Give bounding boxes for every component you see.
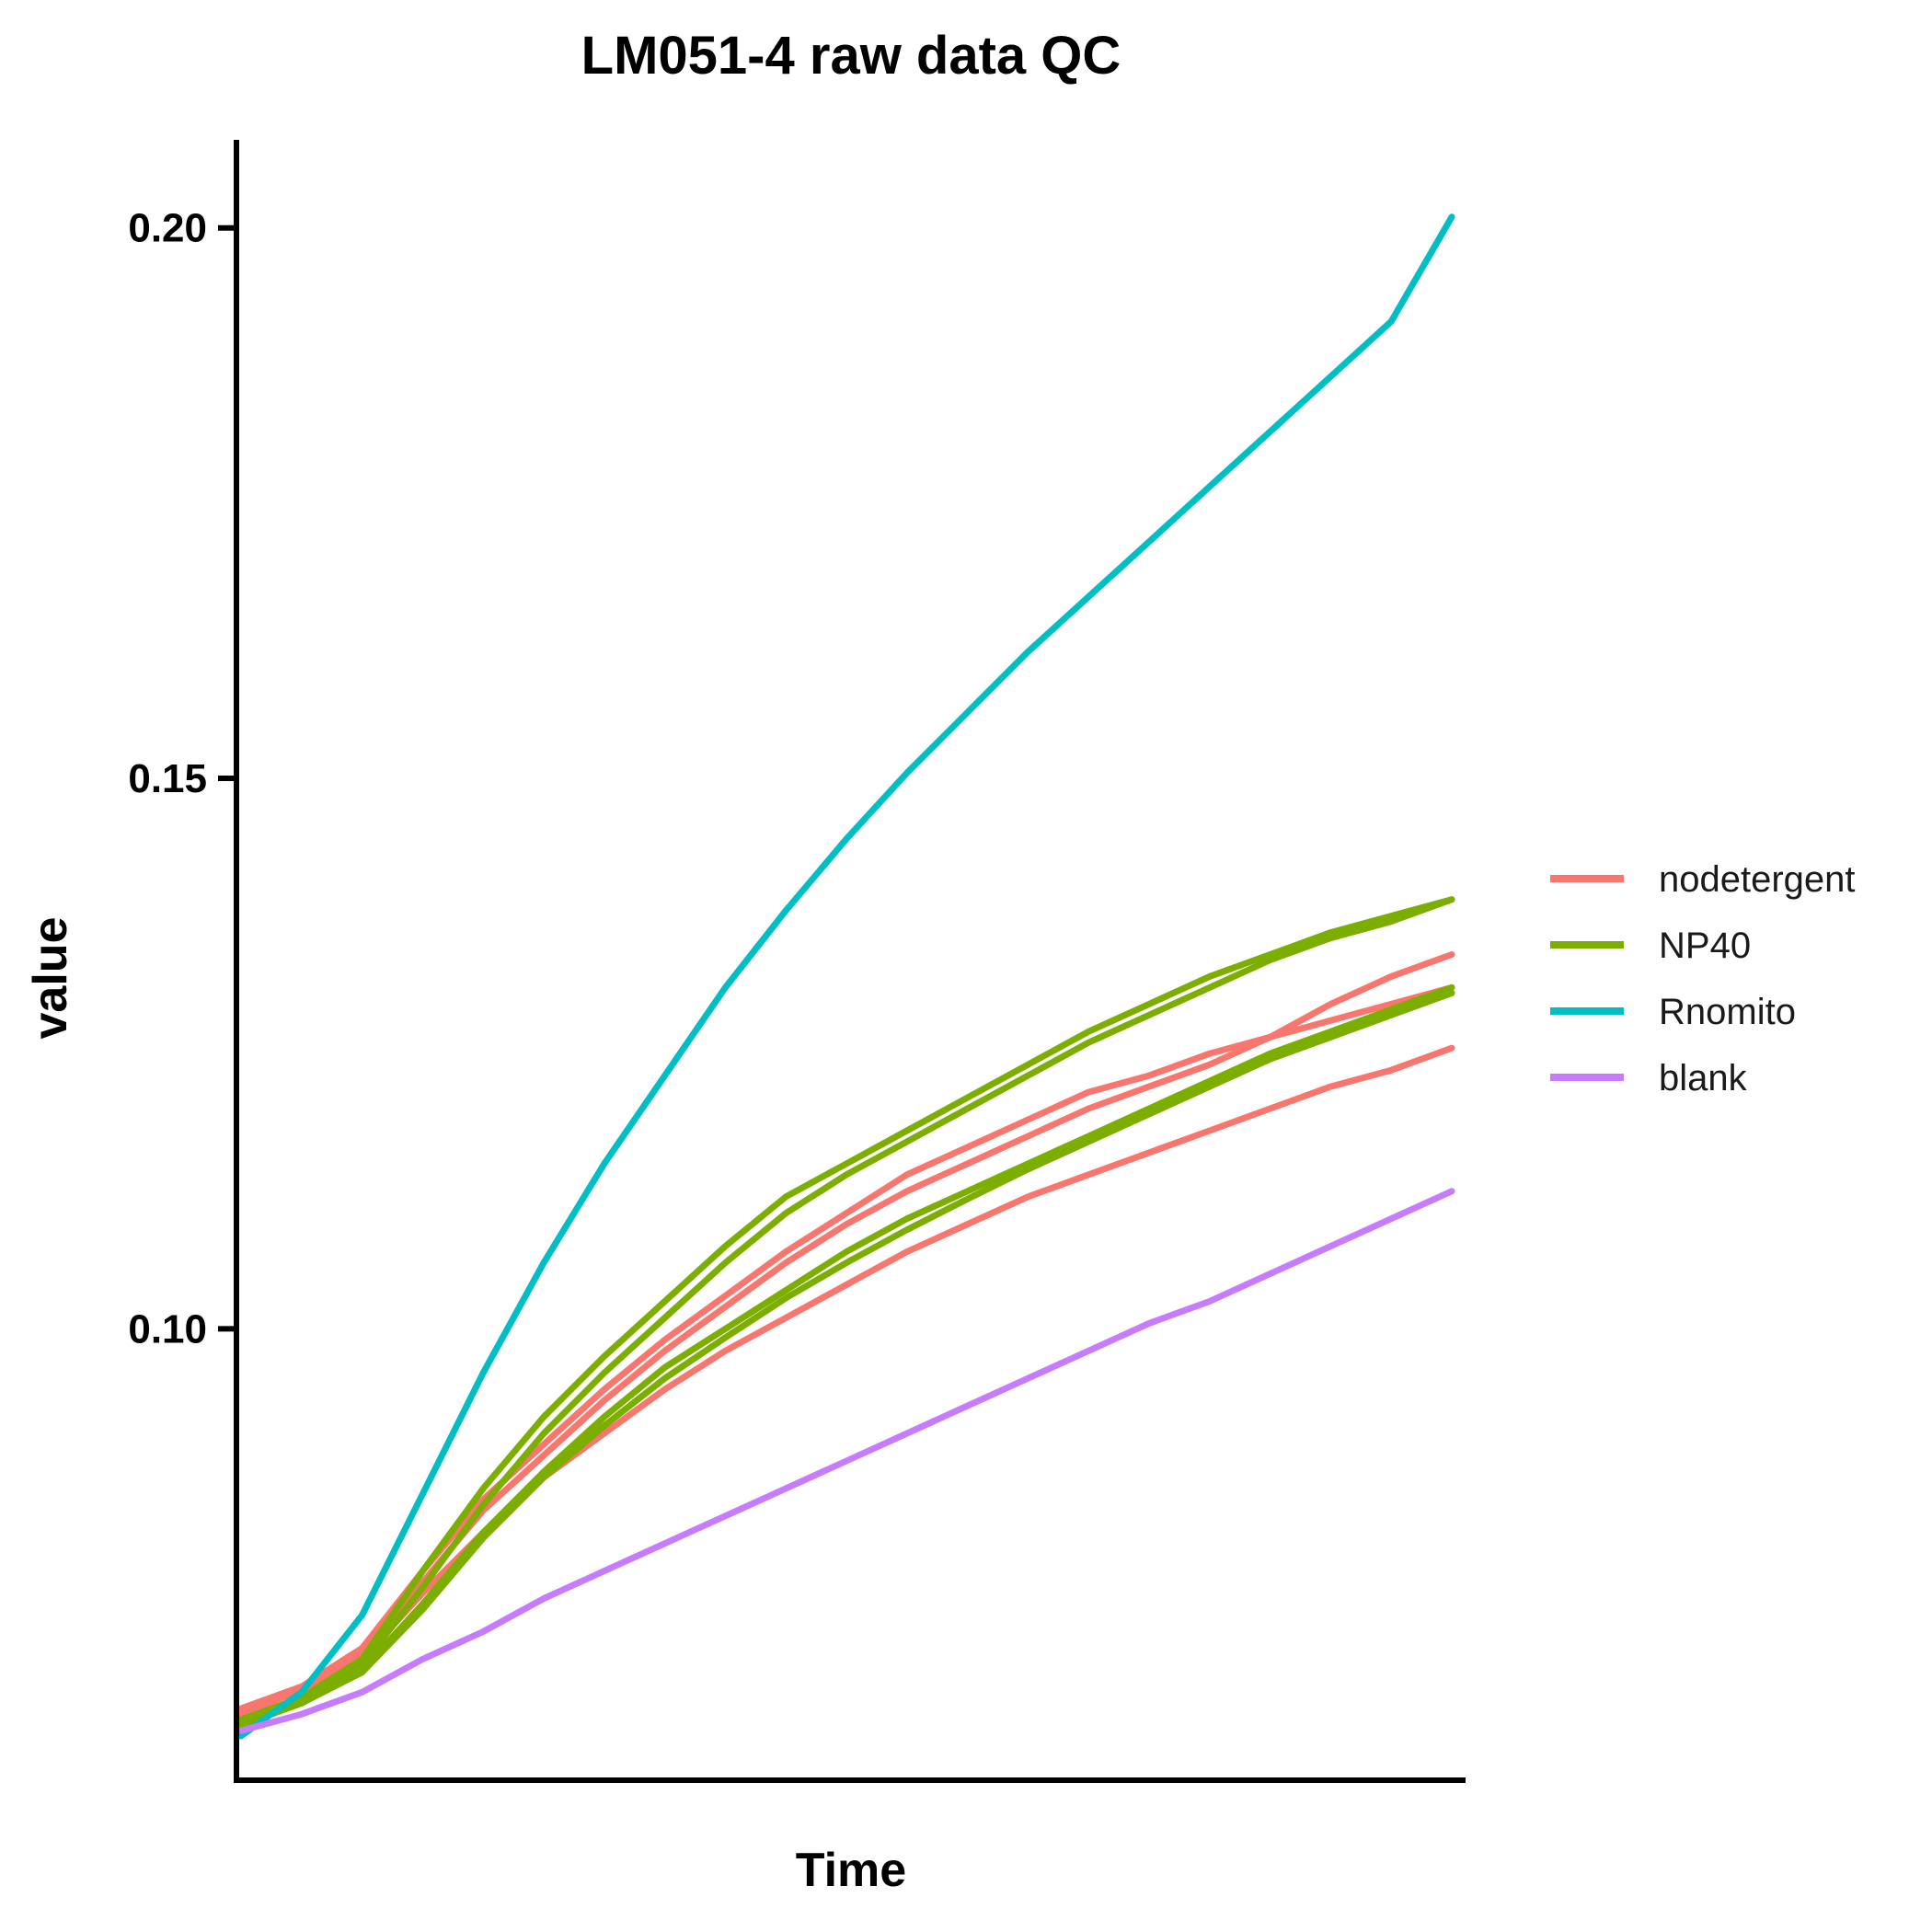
legend-label-nodetergent: nodetergent [1659,859,1856,900]
series-line-np40-4 [237,896,1455,1729]
series-line-blank-8 [237,1188,1455,1734]
chart-title: LM051-4 raw data QC [581,26,1121,86]
y-tick-label: 0.10 [128,1306,207,1351]
legend-label-np40: NP40 [1659,926,1751,966]
series-line-np40-6 [237,989,1455,1729]
series-line-rnomito-7 [237,213,1455,1740]
y-tick-label: 0.15 [128,756,207,801]
y-axis-ticks: 0.10 0.15 0.20 [128,206,236,1351]
y-tick-label: 0.20 [128,206,207,251]
legend: nodetergent NP40 Rnomito blank [1550,859,1856,1098]
legend-label-rnomito: Rnomito [1659,992,1796,1032]
series-line-nodetergent-1 [237,1044,1455,1712]
x-axis-label: Time [796,1844,906,1897]
series-line-np40-5 [237,983,1455,1723]
legend-label-blank: blank [1659,1058,1748,1098]
y-axis-label: value [24,917,77,1040]
series-line-np40-3 [237,896,1455,1723]
plot-area [237,213,1455,1740]
